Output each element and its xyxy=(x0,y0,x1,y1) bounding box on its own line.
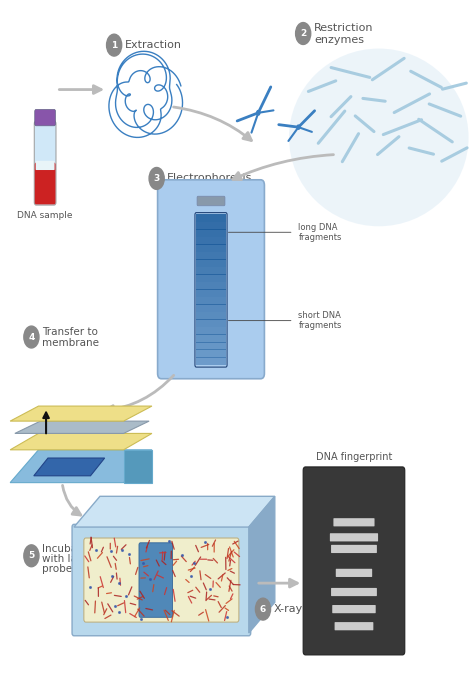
Polygon shape xyxy=(196,221,226,229)
Polygon shape xyxy=(196,214,226,222)
Polygon shape xyxy=(196,282,226,290)
FancyBboxPatch shape xyxy=(336,569,372,577)
Text: 4: 4 xyxy=(28,332,35,342)
Text: with labelled: with labelled xyxy=(42,554,109,564)
Text: DNA sample: DNA sample xyxy=(18,210,73,220)
FancyBboxPatch shape xyxy=(84,538,239,622)
FancyBboxPatch shape xyxy=(335,622,374,630)
Text: 3: 3 xyxy=(154,174,160,183)
Text: Electrophoresis: Electrophoresis xyxy=(167,173,253,184)
Text: DNA fingerprint: DNA fingerprint xyxy=(316,452,392,462)
Text: Incubation: Incubation xyxy=(42,544,98,554)
Circle shape xyxy=(257,110,260,115)
Polygon shape xyxy=(196,289,226,297)
Circle shape xyxy=(297,125,300,129)
Circle shape xyxy=(107,34,122,56)
Circle shape xyxy=(24,545,39,566)
Polygon shape xyxy=(196,319,226,327)
Polygon shape xyxy=(196,274,226,282)
FancyBboxPatch shape xyxy=(72,524,251,636)
Circle shape xyxy=(255,598,271,620)
Polygon shape xyxy=(196,297,226,305)
Polygon shape xyxy=(74,497,275,527)
Circle shape xyxy=(149,168,164,189)
FancyBboxPatch shape xyxy=(332,605,376,613)
Polygon shape xyxy=(196,259,226,267)
Circle shape xyxy=(296,23,311,45)
Polygon shape xyxy=(10,434,152,450)
Polygon shape xyxy=(196,312,226,320)
FancyBboxPatch shape xyxy=(157,179,264,379)
Text: membrane: membrane xyxy=(42,338,99,347)
Polygon shape xyxy=(196,229,226,237)
Ellipse shape xyxy=(289,49,469,226)
Text: 5: 5 xyxy=(28,551,35,560)
Text: Restriction: Restriction xyxy=(314,23,374,33)
Polygon shape xyxy=(196,327,226,335)
FancyBboxPatch shape xyxy=(197,196,225,206)
FancyBboxPatch shape xyxy=(35,110,55,126)
Polygon shape xyxy=(196,342,226,350)
FancyBboxPatch shape xyxy=(331,545,377,553)
Text: 6: 6 xyxy=(260,605,266,614)
Polygon shape xyxy=(196,334,226,342)
Text: Extraction: Extraction xyxy=(125,40,182,50)
Polygon shape xyxy=(196,349,226,358)
Polygon shape xyxy=(196,236,226,245)
Polygon shape xyxy=(10,450,152,483)
Text: X-ray: X-ray xyxy=(274,604,303,614)
FancyBboxPatch shape xyxy=(330,533,378,541)
FancyBboxPatch shape xyxy=(139,543,173,617)
Polygon shape xyxy=(196,357,226,365)
FancyBboxPatch shape xyxy=(36,161,55,170)
Polygon shape xyxy=(249,497,275,633)
Polygon shape xyxy=(196,244,226,252)
Text: 2: 2 xyxy=(300,29,306,38)
FancyBboxPatch shape xyxy=(34,121,56,205)
FancyBboxPatch shape xyxy=(303,467,405,655)
Polygon shape xyxy=(196,304,226,312)
FancyBboxPatch shape xyxy=(331,588,377,596)
Text: enzymes: enzymes xyxy=(314,36,364,45)
Circle shape xyxy=(24,326,39,348)
Text: probes: probes xyxy=(42,564,78,575)
Polygon shape xyxy=(196,266,226,275)
FancyBboxPatch shape xyxy=(333,518,374,526)
Text: short DNA
fragments: short DNA fragments xyxy=(299,311,342,330)
Text: 1: 1 xyxy=(111,40,117,49)
Text: Transfer to: Transfer to xyxy=(42,327,98,336)
Polygon shape xyxy=(34,458,105,476)
FancyBboxPatch shape xyxy=(35,162,55,204)
Text: long DNA
fragments: long DNA fragments xyxy=(299,223,342,242)
Polygon shape xyxy=(10,406,152,421)
Polygon shape xyxy=(15,421,149,434)
Polygon shape xyxy=(196,251,226,260)
Polygon shape xyxy=(124,450,152,483)
